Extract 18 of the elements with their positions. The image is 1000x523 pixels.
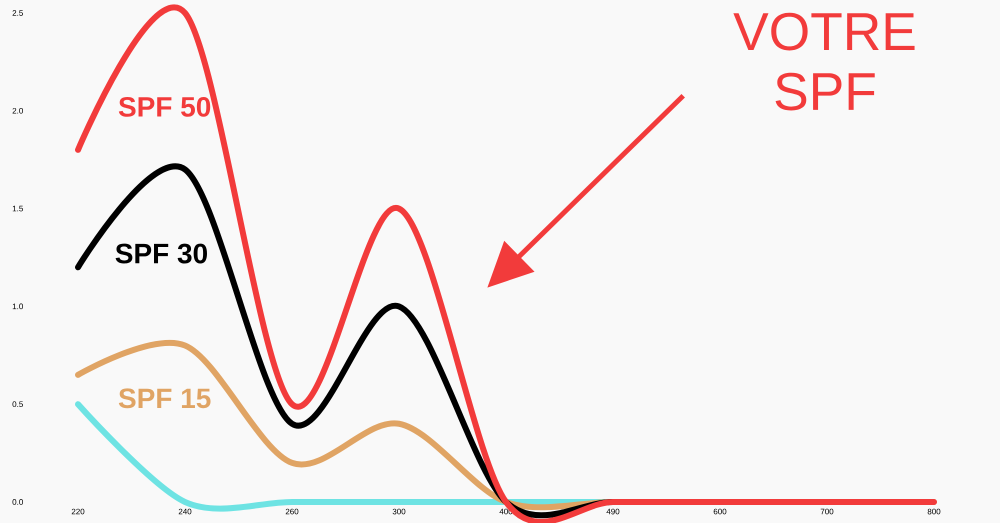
x-tick-label: 700 xyxy=(820,508,834,514)
x-tick-label: 800 xyxy=(928,508,940,514)
y-tick-label: 2.0 xyxy=(12,108,23,114)
y-tick-label: 0.0 xyxy=(12,499,23,505)
series-label: SPF 30 xyxy=(116,244,207,264)
y-tick-label: 1.0 xyxy=(12,304,23,310)
annotation: VOTRE SPF xyxy=(733,12,915,110)
y-tick-label: 1.5 xyxy=(12,206,23,212)
x-tick-label: 240 xyxy=(178,508,192,514)
y-tick-label: 2.5 xyxy=(12,10,23,16)
x-tick-label: 300 xyxy=(392,508,406,514)
x-tick-label: 260 xyxy=(286,508,298,514)
y-tick-label: 0.5 xyxy=(12,401,23,408)
x-tick-label: 220 xyxy=(72,508,84,514)
series-label: SPF 50 xyxy=(118,96,210,117)
x-tick-label: 490 xyxy=(606,508,620,514)
series-label: SPF 15 xyxy=(118,388,211,408)
x-tick-label: 600 xyxy=(714,508,726,514)
